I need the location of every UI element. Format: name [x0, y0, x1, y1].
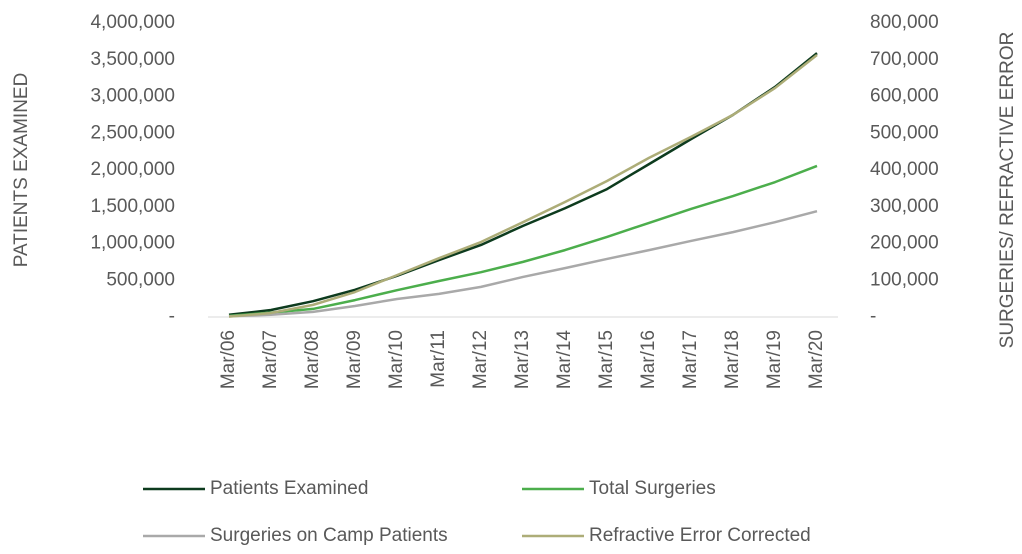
series-line — [228, 209, 818, 318]
x-tick-label: Mar/10 — [386, 330, 407, 389]
y2-tick-label: 100,000 — [870, 269, 939, 290]
series-line — [228, 164, 818, 318]
series-line — [228, 52, 818, 317]
y2-tick-label: 500,000 — [870, 122, 939, 143]
legend-label: Refractive Error Corrected — [589, 525, 811, 546]
x-tick-label: Mar/16 — [638, 330, 659, 389]
legend-label: Total Surgeries — [589, 478, 716, 499]
x-tick-label: Mar/13 — [512, 330, 533, 389]
y-tick-label: 3,500,000 — [90, 49, 175, 70]
x-tick-label: Mar/15 — [596, 330, 617, 389]
y-tick-label: - — [169, 306, 175, 327]
x-tick-label: Mar/19 — [764, 330, 785, 389]
y2-tick-label: 400,000 — [870, 159, 939, 180]
x-tick-label: Mar/20 — [806, 330, 827, 389]
y-tick-label: 4,000,000 — [90, 12, 175, 33]
y-tick-label: 2,500,000 — [90, 122, 175, 143]
y2-tick-label: 700,000 — [870, 49, 939, 70]
x-tick-label: Mar/09 — [344, 330, 365, 389]
y-tick-label: 3,000,000 — [90, 86, 175, 107]
y2-tick-label: 200,000 — [870, 233, 939, 254]
y-tick-label: 1,000,000 — [90, 233, 175, 254]
x-tick-label: Mar/08 — [302, 330, 323, 389]
y2-tick-label: - — [870, 306, 876, 327]
y-tick-label: 2,000,000 — [90, 159, 175, 180]
y-tick-label: 500,000 — [106, 269, 175, 290]
series-line — [228, 53, 818, 318]
y-axis-title: PATIENTS EXAMINED — [11, 73, 32, 268]
y-tick-label: 1,500,000 — [90, 196, 175, 217]
x-tick-label: Mar/07 — [260, 330, 281, 389]
legend-label: Patients Examined — [210, 478, 368, 499]
x-tick-label: Mar/17 — [680, 330, 701, 389]
y2-tick-label: 300,000 — [870, 196, 939, 217]
x-tick-label: Mar/06 — [218, 330, 239, 389]
legend-label: Surgeries on Camp Patients — [210, 525, 448, 546]
x-tick-label: Mar/12 — [470, 330, 491, 389]
y2-tick-label: 600,000 — [870, 86, 939, 107]
y2-tick-label: 800,000 — [870, 12, 939, 33]
x-tick-label: Mar/18 — [722, 330, 743, 389]
y2-axis-title: SURGERIES/ REFRACTIVE ERROR — [997, 32, 1018, 349]
x-tick-label: Mar/14 — [554, 330, 575, 390]
x-tick-label: Mar/11 — [428, 330, 449, 388]
